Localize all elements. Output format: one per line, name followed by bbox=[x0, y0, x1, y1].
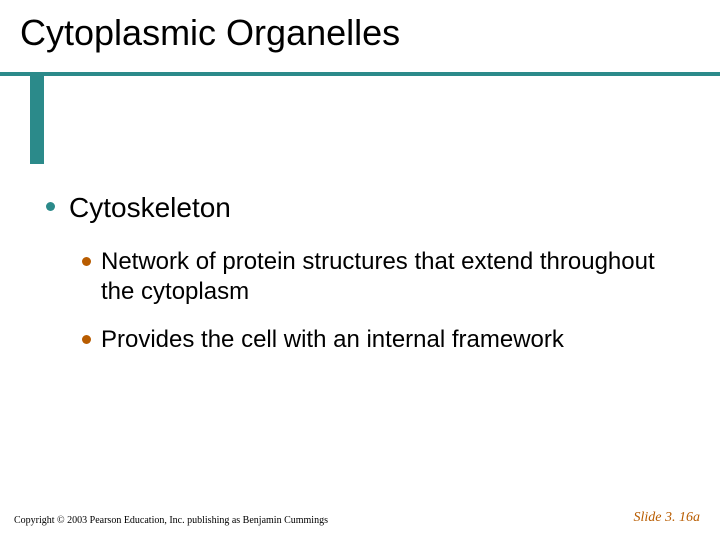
bullet-text: Provides the cell with an internal frame… bbox=[101, 325, 564, 355]
slide-title: Cytoplasmic Organelles bbox=[20, 12, 400, 54]
bullet-dot-teal-icon bbox=[46, 202, 55, 211]
bullet-level2: Provides the cell with an internal frame… bbox=[82, 325, 690, 355]
title-underline-vertical bbox=[30, 72, 44, 164]
slide: Cytoplasmic Organelles Cytoskeleton Netw… bbox=[0, 0, 720, 540]
title-underline-horizontal bbox=[0, 72, 720, 76]
bullet-dot-orange-icon bbox=[82, 335, 91, 344]
bullet-level2: Network of protein structures that exten… bbox=[82, 247, 690, 307]
copyright-text: Copyright © 2003 Pearson Education, Inc.… bbox=[14, 515, 328, 526]
bullet-text: Cytoskeleton bbox=[69, 190, 231, 225]
content-area: Cytoskeleton Network of protein structur… bbox=[46, 190, 690, 355]
bullet-dot-orange-icon bbox=[82, 257, 91, 266]
bullet-level1: Cytoskeleton bbox=[46, 190, 690, 225]
slide-number: Slide 3. 16a bbox=[634, 510, 701, 526]
bullet-text: Network of protein structures that exten… bbox=[101, 247, 690, 307]
